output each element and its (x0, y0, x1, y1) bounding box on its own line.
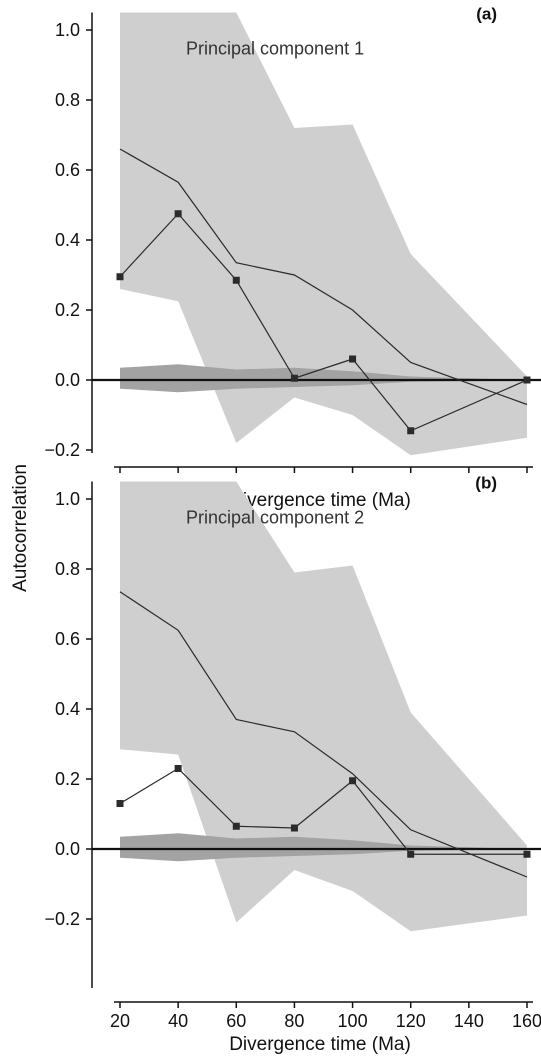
panel-b: −0.2 0.0 0.2 0.4 0.6 0.8 1.0 20 40 60 80 100 120 140 1… (44, 474, 541, 1055)
panel-a: −0.2 0.0 0.2 0.4 0.6 0.8 1.0 Divergence time (M… (44, 5, 541, 511)
y-tick-label: −0.2 (44, 440, 80, 460)
y-tick-label: 1.0 (55, 20, 80, 40)
y-tick-label: 1.0 (55, 489, 80, 509)
observed-point (116, 800, 124, 807)
y-tick-label: 0.6 (55, 160, 80, 180)
observed-point (290, 374, 298, 382)
y-tick-label: 0.0 (55, 370, 80, 390)
observed-point (174, 210, 182, 218)
observed-point (232, 822, 240, 830)
x-tick-label: 160 (512, 1011, 541, 1031)
x-tick-label: 80 (284, 1011, 304, 1031)
observed-point (290, 824, 298, 832)
expected-line (119, 591, 528, 878)
y-tick-label: −0.2 (44, 909, 80, 929)
y-tick-label: 0.0 (55, 839, 80, 859)
panel-annotation: Principal component 1 (186, 39, 364, 59)
x-axis-title: Divergence time (Ma) (229, 490, 411, 511)
panel-label: (b) (475, 474, 497, 493)
x-tick-label: 20 (110, 1011, 130, 1031)
y-tick-label: 0.6 (55, 629, 80, 649)
x-tick-label: 120 (396, 1011, 426, 1031)
y-tick-label: 0.4 (55, 230, 80, 250)
observed-point (174, 765, 182, 772)
observed-point (523, 850, 531, 858)
x-tick-label: 40 (168, 1011, 188, 1031)
plot-area (92, 481, 541, 932)
null-envelope (120, 364, 527, 393)
x-tick-label: 140 (454, 1011, 484, 1031)
observed-point (407, 850, 415, 858)
panel-annotation: Principal component 2 (186, 508, 364, 528)
panel-label: (a) (476, 5, 497, 24)
x-tick-label: 60 (226, 1011, 246, 1031)
observed-point (407, 427, 415, 435)
observed-point (349, 777, 357, 785)
confidence-envelope (120, 481, 527, 932)
confidence-envelope (120, 12, 527, 456)
observed-point (349, 355, 357, 363)
y-axis-title: Autocorrelation (10, 464, 31, 592)
observed-point (116, 273, 124, 281)
x-tick-label: 100 (338, 1011, 368, 1031)
plot-area (92, 12, 541, 456)
y-tick-label: 0.2 (55, 300, 80, 320)
x-axis-title: Divergence time (Ma) (229, 1034, 411, 1055)
expected-line (119, 148, 528, 406)
observed-point (523, 376, 531, 384)
null-envelope (120, 833, 527, 862)
observed-point (232, 276, 240, 284)
y-tick-label: 0.2 (55, 769, 80, 789)
y-tick-label: 0.8 (55, 90, 80, 110)
y-tick-label: 0.4 (55, 699, 80, 719)
y-tick-label: 0.8 (55, 559, 80, 579)
